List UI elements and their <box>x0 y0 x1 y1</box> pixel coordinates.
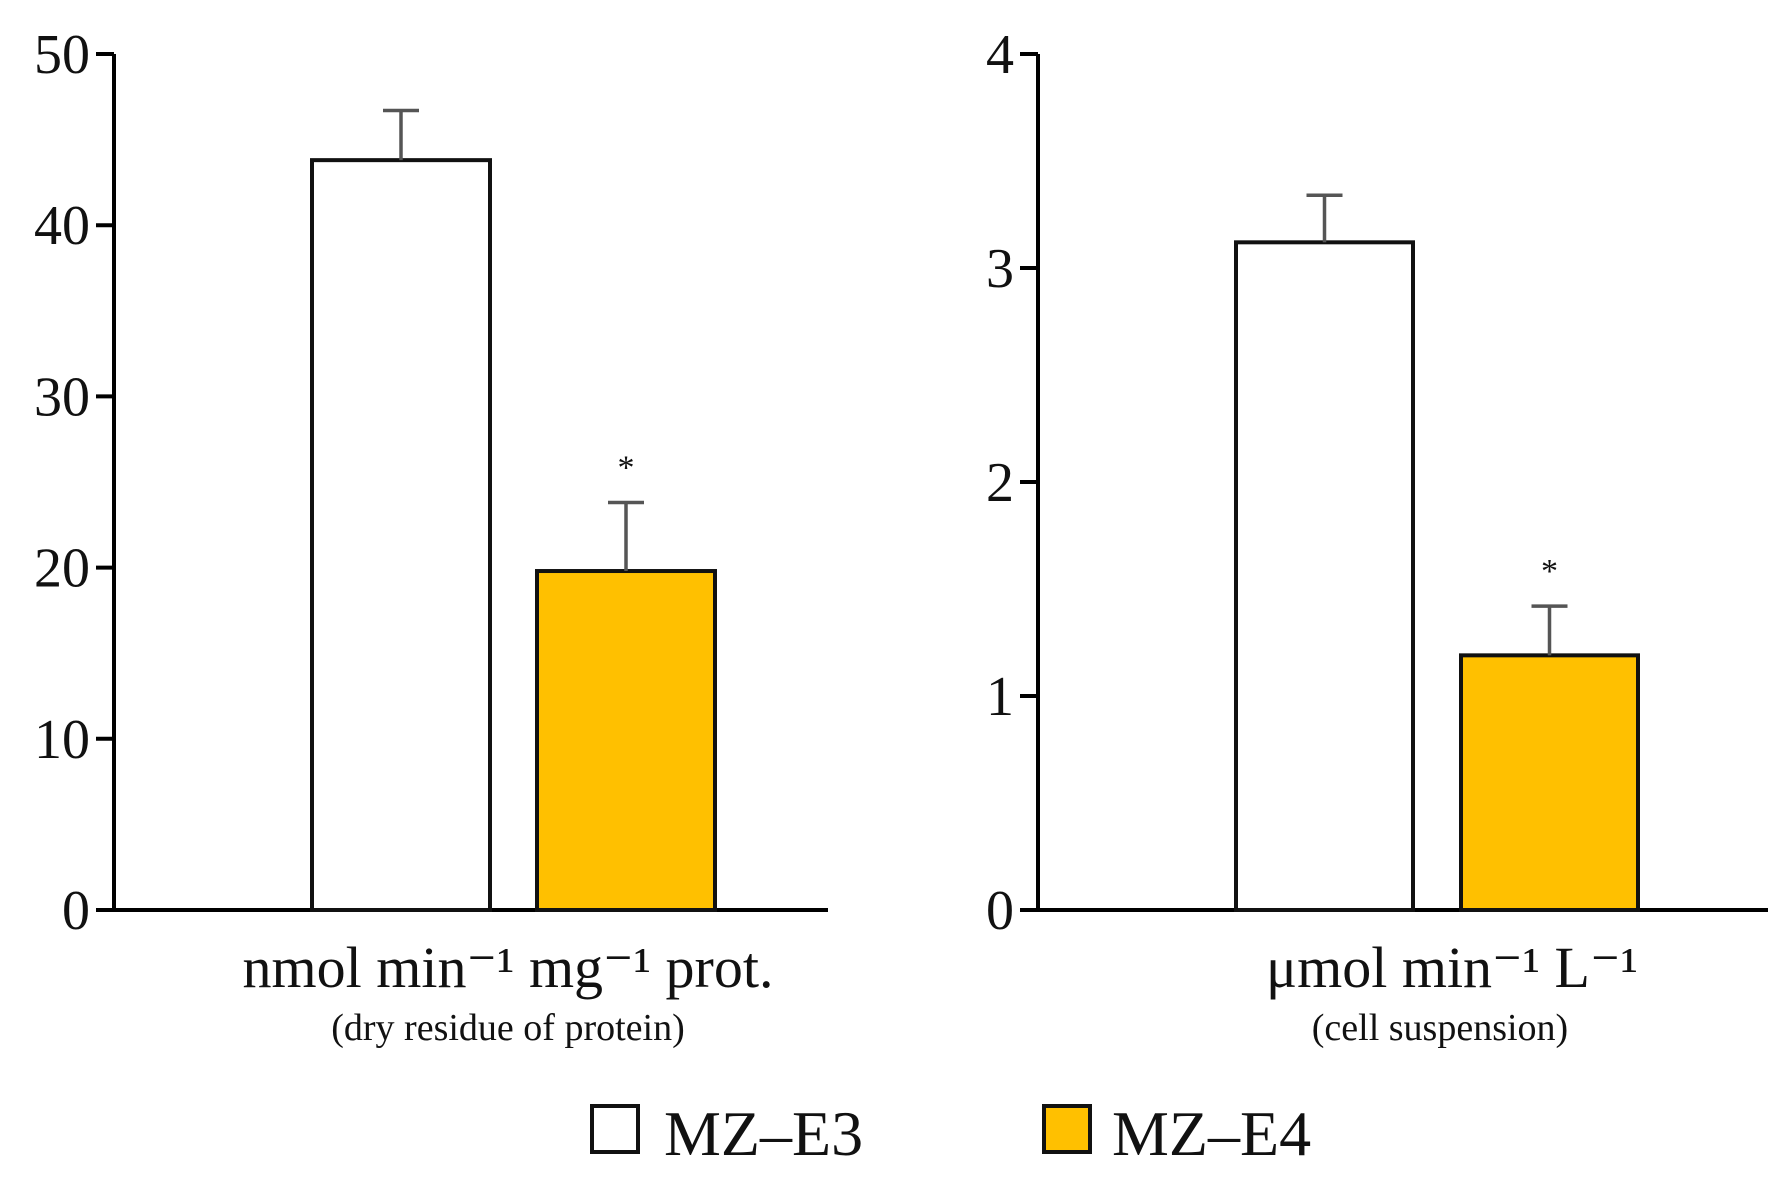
x-axis-unit-label: μmol min⁻¹ L⁻¹ <box>1266 935 1638 1000</box>
y-tick-label: 0 <box>62 880 90 942</box>
x-axis-sub-label: (dry residue of protein) <box>331 1007 685 1049</box>
significance-marker: * <box>1541 553 1558 590</box>
legend-swatch-mz-e3 <box>590 1104 640 1154</box>
legend: MZ–E3 MZ–E4 <box>590 1098 1311 1169</box>
x-axis-sub-label: (cell suspension) <box>1312 1007 1568 1049</box>
x-axis-unit-label: nmol min⁻¹ mg⁻¹ prot. <box>242 935 773 1000</box>
legend-swatch-mz-e4 <box>1042 1104 1092 1154</box>
y-tick-label: 40 <box>34 195 90 257</box>
bar-mz-e3 <box>1234 240 1415 912</box>
y-tick-label: 0 <box>986 880 1014 942</box>
legend-label-mz-e4: MZ–E4 <box>1112 1098 1311 1169</box>
y-tick-label: 2 <box>986 452 1014 514</box>
y-tick-label: 50 <box>34 24 90 86</box>
bar-mz-e4 <box>1459 653 1640 913</box>
y-tick-label: 4 <box>986 24 1014 86</box>
chart-panel-2: 0 1 2 3 4 * μmol min⁻¹ L⁻¹ (cell suspension) <box>986 24 1768 1049</box>
bar-mz-e3 <box>310 158 492 913</box>
chart-panel-1: 0 10 20 30 40 50 * nmol min⁻¹ mg⁻¹ prot. (dry re… <box>34 24 828 1049</box>
significance-marker: * <box>618 450 635 487</box>
legend-label-mz-e3: MZ–E3 <box>664 1098 863 1169</box>
y-tick-label: 30 <box>34 366 90 428</box>
y-tick-label: 20 <box>34 538 90 600</box>
y-tick-label: 1 <box>986 666 1014 728</box>
bar-mz-e4 <box>535 569 717 912</box>
y-tick-label: 10 <box>34 709 90 771</box>
y-tick-label: 3 <box>986 238 1014 300</box>
